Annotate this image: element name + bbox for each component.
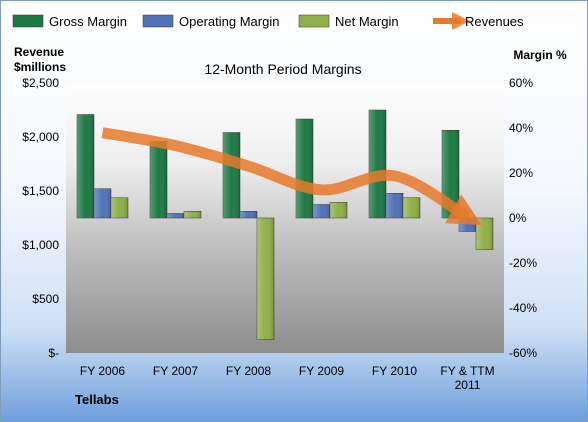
- legend-swatch: [12, 14, 44, 28]
- revenue-line-group: [101, 127, 482, 226]
- right-tick-label: 20%: [509, 166, 533, 180]
- left-tick-label: $2,500: [22, 76, 59, 90]
- category-label: FY & TTM: [440, 364, 494, 378]
- bar-shading: [150, 141, 167, 218]
- right-tick-label: -20%: [509, 256, 537, 270]
- legend-swatch: [298, 14, 330, 28]
- right-axis-ticks: -60% -40% -20% 0% 20% 40% 60%: [509, 76, 537, 360]
- legend-label: Revenues: [465, 14, 524, 29]
- right-tick-label: -60%: [509, 346, 537, 360]
- left-tick-label: $500: [32, 292, 59, 306]
- bar-shading: [330, 202, 347, 218]
- left-axis-label-line1: Revenue: [14, 45, 64, 59]
- legend-label: Net Margin: [335, 14, 399, 29]
- left-axis-label-line2: $millions: [14, 60, 66, 74]
- left-tick-label: $2,000: [22, 130, 59, 144]
- bar-shading: [94, 188, 111, 218]
- right-tick-label: -40%: [509, 301, 537, 315]
- right-tick-label: 40%: [509, 121, 533, 135]
- bar-shading: [459, 218, 476, 232]
- category-label: FY 2008: [226, 364, 271, 378]
- bar-shading: [403, 197, 420, 218]
- right-tick-label: 60%: [509, 76, 533, 90]
- company-label: Tellabs: [75, 392, 119, 407]
- legend-label: Gross Margin: [49, 14, 127, 29]
- bar-shading: [77, 114, 94, 218]
- bar-shading: [313, 204, 330, 218]
- right-tick-label: 0%: [509, 211, 527, 225]
- bar-shading: [386, 193, 403, 218]
- bar-shading: [223, 132, 240, 218]
- left-tick-label: $-: [48, 346, 59, 360]
- bar-marks: [76, 109, 494, 340]
- bar-shading: [257, 218, 274, 340]
- bar-shading: [167, 213, 184, 218]
- legend-swatch: [142, 14, 174, 28]
- bar-shading: [476, 218, 493, 250]
- bar-shading: [296, 119, 313, 218]
- bar-shading: [184, 211, 201, 218]
- left-tick-label: $1,500: [22, 184, 59, 198]
- category-label: FY 2006: [80, 364, 125, 378]
- bar-shading: [369, 110, 386, 218]
- left-axis-ticks: $- $500 $1,000 $1,500 $2,000 $2,500: [22, 76, 59, 360]
- revenue-line: [101, 127, 482, 226]
- category-label: 2011: [455, 378, 481, 392]
- category-label: FY 2007: [153, 364, 198, 378]
- right-axis-label: Margin %: [513, 48, 567, 62]
- legend: Gross Margin Operating Margin Net Margin Re…: [12, 12, 524, 30]
- legend-label: Operating Margin: [179, 14, 279, 29]
- plot-area: [66, 83, 504, 353]
- left-tick-label: $1,000: [22, 238, 59, 252]
- category-label: FY 2010: [372, 364, 417, 378]
- category-labels: FY 2006 FY 2007 FY 2008 FY 2009 FY 2010 FY & …: [80, 364, 495, 392]
- category-label: FY 2009: [299, 364, 344, 378]
- chart-title: 12-Month Period Margins: [204, 61, 361, 77]
- bar-shading: [240, 211, 257, 218]
- bar-shading: [111, 197, 128, 218]
